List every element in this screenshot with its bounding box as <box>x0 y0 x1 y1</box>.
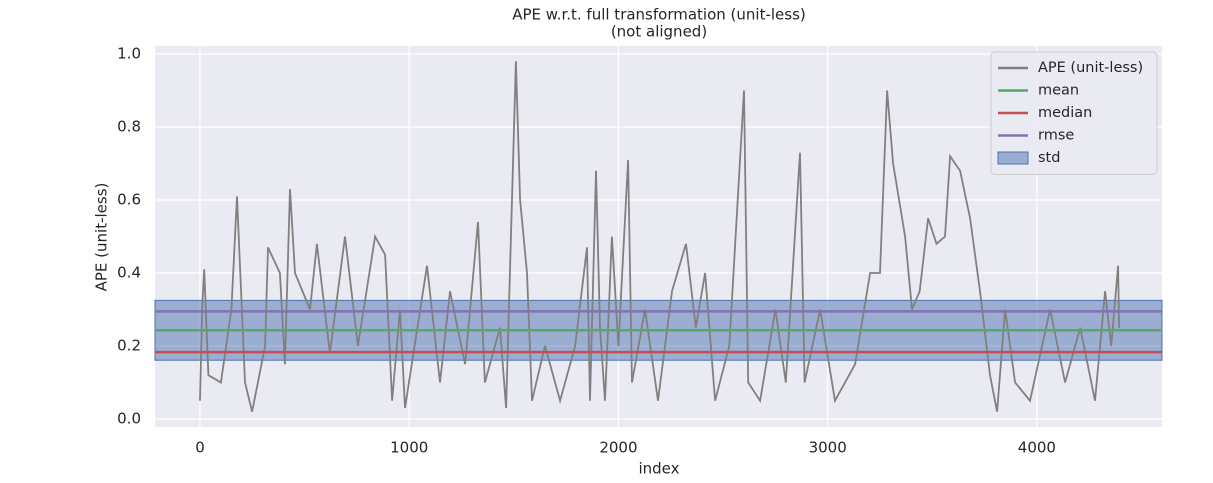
legend-swatch <box>997 151 1029 165</box>
legend-box <box>990 51 1158 175</box>
legend-label: std <box>1038 150 1060 166</box>
x-tick-label: 4000 <box>1018 439 1056 457</box>
x-tick-label: 1000 <box>390 439 428 457</box>
legend-label: median <box>1038 105 1092 121</box>
x-tick-label: 3000 <box>809 439 847 457</box>
data-line <box>199 61 1120 412</box>
y-tick-label: 1.0 <box>117 45 141 63</box>
x-axis-label: index <box>638 460 679 478</box>
legend-label: mean <box>1038 83 1079 99</box>
y-tick-label: 0.8 <box>117 118 141 136</box>
x-tick-label: 0 <box>195 439 205 457</box>
chart-title: APE w.r.t. full transformation (unit-les… <box>512 6 806 24</box>
chart-subtitle: (not aligned) <box>611 23 707 41</box>
legend-label: rmse <box>1038 128 1074 144</box>
legend-label: APE (unit-less) <box>1038 60 1143 76</box>
x-tick-label: 2000 <box>599 439 637 457</box>
y-tick-label: 0.0 <box>117 409 141 427</box>
y-tick-label: 0.2 <box>117 336 141 354</box>
y-tick-label: 0.6 <box>117 191 141 209</box>
y-axis-label: APE (unit-less) <box>93 183 111 292</box>
y-tick-label: 0.4 <box>117 263 141 281</box>
